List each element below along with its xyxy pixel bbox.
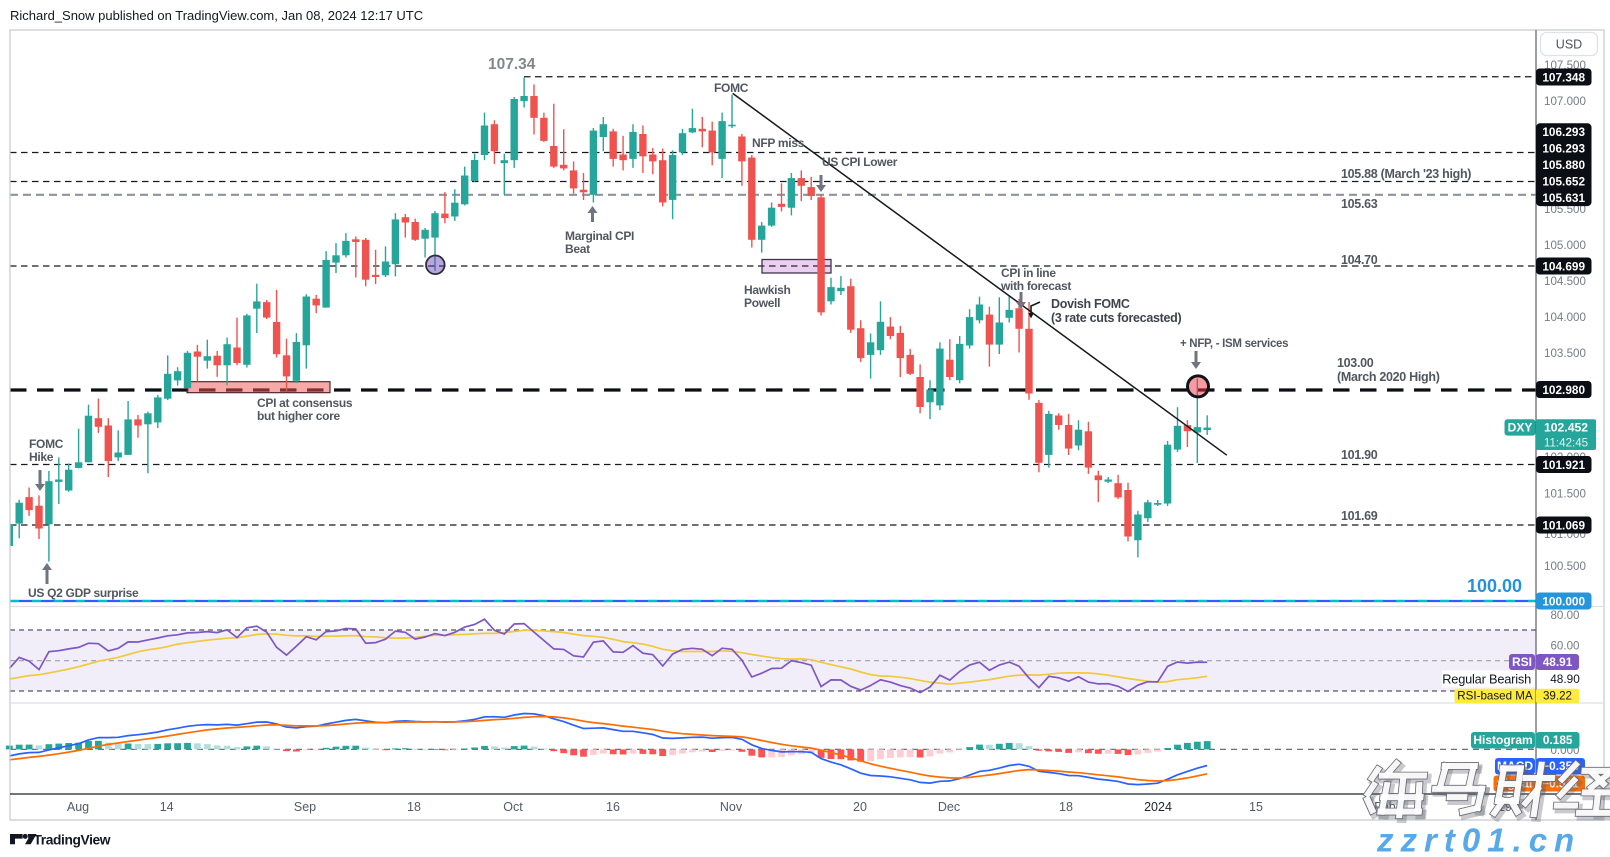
svg-text:18: 18 bbox=[1059, 800, 1073, 814]
svg-text:101.90: 101.90 bbox=[1341, 448, 1378, 462]
svg-text:Hike: Hike bbox=[29, 450, 54, 464]
svg-text:103.500: 103.500 bbox=[1544, 347, 1586, 360]
svg-text:FOMC: FOMC bbox=[29, 437, 64, 451]
svg-text:60.00: 60.00 bbox=[1550, 640, 1579, 653]
svg-text:0.185: 0.185 bbox=[1543, 733, 1573, 747]
svg-text:(3 rate cuts forecasted): (3 rate cuts forecasted) bbox=[1051, 311, 1181, 325]
svg-text:48.90: 48.90 bbox=[1550, 672, 1580, 686]
svg-text:105.880: 105.880 bbox=[1542, 158, 1585, 172]
svg-text:101.921: 101.921 bbox=[1542, 458, 1585, 472]
svg-text:101.69: 101.69 bbox=[1341, 509, 1378, 523]
svg-text:Powell: Powell bbox=[744, 296, 780, 310]
svg-text:Beat: Beat bbox=[565, 242, 590, 256]
svg-text:107.000: 107.000 bbox=[1544, 95, 1586, 108]
svg-text:Dec: Dec bbox=[938, 800, 960, 814]
svg-text:CPI in line: CPI in line bbox=[1001, 266, 1056, 280]
svg-text:107.348: 107.348 bbox=[1542, 70, 1585, 84]
svg-text:Richard_Snow published on Trad: Richard_Snow published on TradingView.co… bbox=[10, 8, 423, 23]
svg-text:104.000: 104.000 bbox=[1544, 311, 1586, 324]
svg-text:107.34: 107.34 bbox=[488, 56, 536, 73]
svg-text:but higher core: but higher core bbox=[257, 409, 340, 423]
svg-text:101.069: 101.069 bbox=[1542, 518, 1585, 532]
svg-text:11:42:45: 11:42:45 bbox=[1544, 437, 1588, 450]
svg-text:102.980: 102.980 bbox=[1542, 383, 1585, 397]
svg-text:105.63: 105.63 bbox=[1341, 197, 1378, 211]
svg-text:Marginal CPI: Marginal CPI bbox=[565, 229, 634, 243]
svg-text:105.500: 105.500 bbox=[1544, 203, 1586, 216]
svg-text:TradingView: TradingView bbox=[34, 832, 111, 847]
svg-text:102.452: 102.452 bbox=[1544, 421, 1588, 435]
svg-text:USD: USD bbox=[1556, 37, 1582, 51]
svg-text:Regular Bearish: Regular Bearish bbox=[1442, 672, 1531, 687]
svg-text:15: 15 bbox=[1249, 800, 1263, 814]
svg-text:18: 18 bbox=[407, 800, 421, 814]
svg-text:NFP miss: NFP miss bbox=[752, 136, 805, 150]
svg-text:39.22: 39.22 bbox=[1543, 690, 1572, 703]
svg-text:104.699: 104.699 bbox=[1542, 259, 1585, 273]
svg-text:105.652: 105.652 bbox=[1542, 175, 1585, 189]
svg-text:104.500: 104.500 bbox=[1544, 275, 1586, 288]
svg-text:16: 16 bbox=[606, 800, 620, 814]
svg-text:100.00: 100.00 bbox=[1467, 576, 1522, 596]
svg-text:(March 2020 High): (March 2020 High) bbox=[1337, 370, 1440, 384]
svg-text:Aug: Aug bbox=[67, 800, 89, 814]
svg-text:100.000: 100.000 bbox=[1542, 594, 1585, 608]
svg-text:RSI-based MA: RSI-based MA bbox=[1457, 690, 1533, 703]
svg-text:RSI: RSI bbox=[1512, 655, 1532, 669]
svg-text:106.293: 106.293 bbox=[1542, 142, 1585, 156]
svg-text:+ NFP, - ISM services: + NFP, - ISM services bbox=[1180, 338, 1288, 350]
svg-text:with forecast: with forecast bbox=[1000, 279, 1071, 293]
svg-text:20: 20 bbox=[853, 800, 867, 814]
svg-text:US Q2 GDP surprise: US Q2 GDP surprise bbox=[28, 586, 139, 600]
svg-text:105.000: 105.000 bbox=[1544, 239, 1586, 252]
svg-text:103.00: 103.00 bbox=[1337, 356, 1374, 370]
svg-text:Oct: Oct bbox=[503, 800, 523, 814]
svg-text:2024: 2024 bbox=[1144, 800, 1172, 814]
svg-text:101.500: 101.500 bbox=[1544, 488, 1586, 501]
svg-text:CPI at consensus: CPI at consensus bbox=[257, 396, 353, 410]
svg-text:Histogram: Histogram bbox=[1473, 733, 1532, 747]
svg-text:100.500: 100.500 bbox=[1544, 560, 1586, 573]
svg-text:US CPI Lower: US CPI Lower bbox=[822, 155, 898, 169]
svg-text:Nov: Nov bbox=[720, 800, 743, 814]
svg-text:104.70: 104.70 bbox=[1341, 253, 1378, 267]
svg-text:DXY: DXY bbox=[1508, 421, 1533, 435]
svg-text:80.00: 80.00 bbox=[1550, 609, 1579, 622]
svg-text:105.88 (March '23 high): 105.88 (March '23 high) bbox=[1341, 167, 1471, 181]
svg-text:106.293: 106.293 bbox=[1542, 125, 1585, 139]
svg-text:14: 14 bbox=[160, 800, 174, 814]
svg-text:FOMC: FOMC bbox=[714, 81, 749, 95]
svg-text:Sep: Sep bbox=[294, 800, 316, 814]
svg-text:105.631: 105.631 bbox=[1542, 191, 1585, 205]
svg-text:zzrt01.cn: zzrt01.cn bbox=[1376, 822, 1581, 857]
svg-text:Dovish FOMC: Dovish FOMC bbox=[1051, 297, 1130, 311]
svg-text:Hawkish: Hawkish bbox=[744, 283, 791, 297]
svg-text:48.91: 48.91 bbox=[1543, 655, 1573, 669]
